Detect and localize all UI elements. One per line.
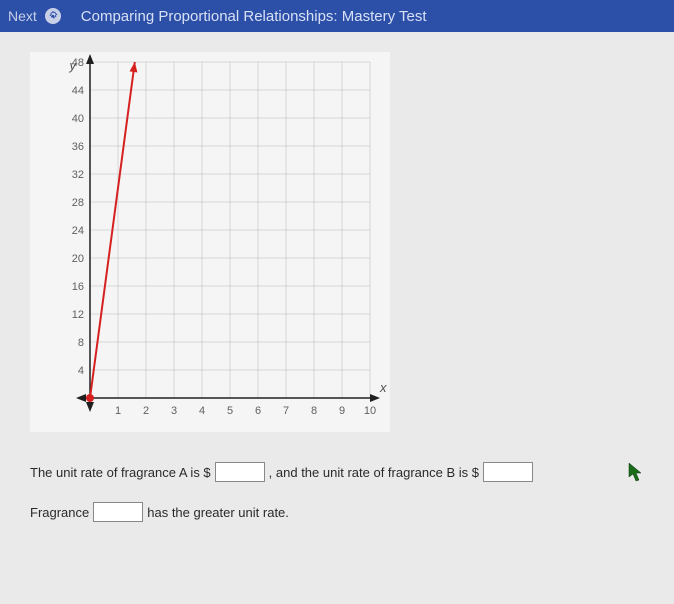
svg-text:5: 5 [227,405,233,417]
svg-text:36: 36 [72,141,84,153]
blank-fragrance-a-rate[interactable] [215,462,265,482]
svg-text:2: 2 [143,405,149,417]
svg-text:10: 10 [364,405,376,417]
svg-text:28: 28 [72,197,84,209]
content-area: 4844403632282420161284 12345678910 y x T… [0,32,674,604]
q2-text-a: Fragrance [30,505,89,520]
q1-text-b: , and the unit rate of fragrance B is $ [269,465,479,480]
svg-text:24: 24 [72,225,84,237]
q2-text-b: has the greater unit rate. [147,505,289,520]
chart-container: 4844403632282420161284 12345678910 y x [30,52,390,432]
svg-text:4: 4 [199,405,205,417]
line-chart: 4844403632282420161284 12345678910 y x [30,52,390,432]
svg-text:7: 7 [283,405,289,417]
question-block: The unit rate of fragrance A is $ , and … [30,462,674,522]
blank-fragrance-b-rate[interactable] [483,462,533,482]
q1-text-a: The unit rate of fragrance A is $ [30,465,211,480]
svg-text:40: 40 [72,113,84,125]
svg-text:32: 32 [72,169,84,181]
svg-text:3: 3 [171,405,177,417]
page-title: Comparing Proportional Relationships: Ma… [81,8,427,25]
blank-greater-fragrance[interactable] [93,502,143,522]
svg-text:16: 16 [72,281,84,293]
svg-text:x: x [379,380,387,395]
question-line-2: Fragrance has the greater unit rate. [30,502,674,522]
svg-text:6: 6 [255,405,261,417]
svg-text:8: 8 [311,405,317,417]
cursor-icon [628,462,644,487]
svg-text:44: 44 [72,85,84,97]
svg-text:9: 9 [339,405,345,417]
header-bar: Next Comparing Proportional Relationship… [0,0,674,32]
svg-text:12: 12 [72,309,84,321]
svg-text:1: 1 [115,405,121,417]
next-button[interactable]: Next [8,8,37,24]
svg-text:8: 8 [78,337,84,349]
question-line-1: The unit rate of fragrance A is $ , and … [30,462,674,482]
svg-text:20: 20 [72,253,84,265]
svg-text:4: 4 [78,365,84,377]
gear-icon[interactable] [45,8,61,24]
